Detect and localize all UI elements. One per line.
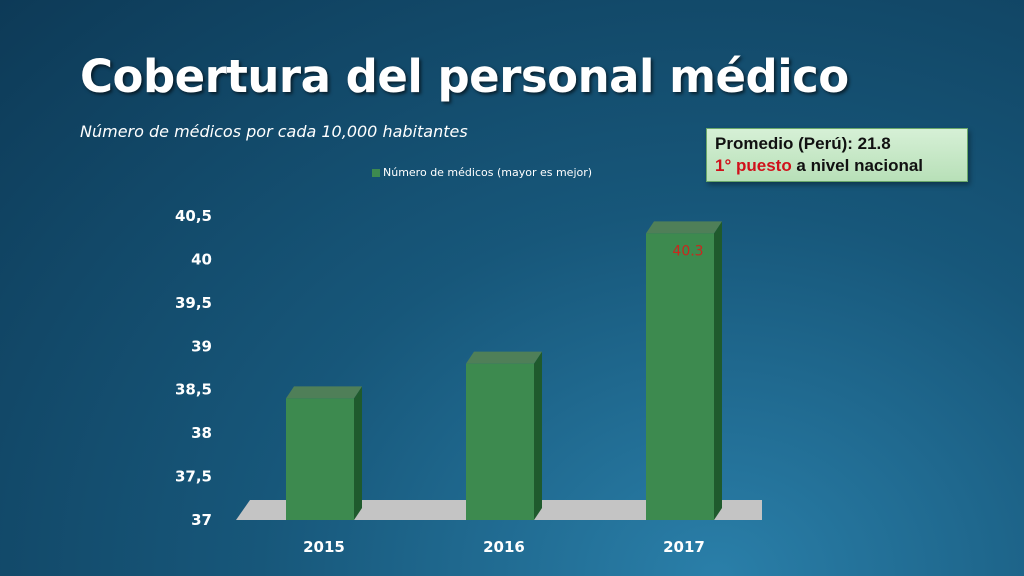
y-tick-label: 39 [191,337,212,355]
y-tick-label: 38 [191,424,212,442]
legend-swatch [372,168,380,177]
bar-top [286,386,362,399]
bar [466,363,534,520]
y-tick-label: 37,5 [175,468,212,486]
x-tick-label: 2015 [303,538,345,556]
data-label: 40.3 [672,243,703,259]
y-tick-label: 39,5 [175,294,212,312]
y-tick-label: 40,5 [175,207,212,225]
bar-side [534,351,542,520]
x-tick-label: 2017 [663,538,705,556]
slide-subtitle: Número de médicos por cada 10,000 habita… [80,122,468,141]
legend-label: Número de médicos (mayor es mejor) [383,166,593,179]
callout-rank-text: a nivel nacional [791,156,924,175]
bar-side [354,386,362,520]
y-tick-label: 38,5 [175,381,212,399]
average-callout-box: Promedio (Perú): 21.8 1° puesto a nivel … [706,128,968,182]
bar [286,398,354,520]
chart-legend: Número de médicos (mayor es mejor) [372,166,592,179]
callout-average-line: Promedio (Perú): 21.8 [715,134,891,153]
callout-rank-line: 1° puesto a nivel nacional [715,155,959,177]
y-tick-label: 40 [191,250,212,268]
bar-top [646,221,722,234]
bar [646,233,714,520]
slide-title: Cobertura del personal médico [80,50,849,103]
y-tick-label: 37 [191,511,212,529]
callout-rank-highlight: 1° puesto [715,156,792,175]
bar-top [466,351,542,364]
bar-side [714,221,722,520]
x-tick-label: 2016 [483,538,525,556]
